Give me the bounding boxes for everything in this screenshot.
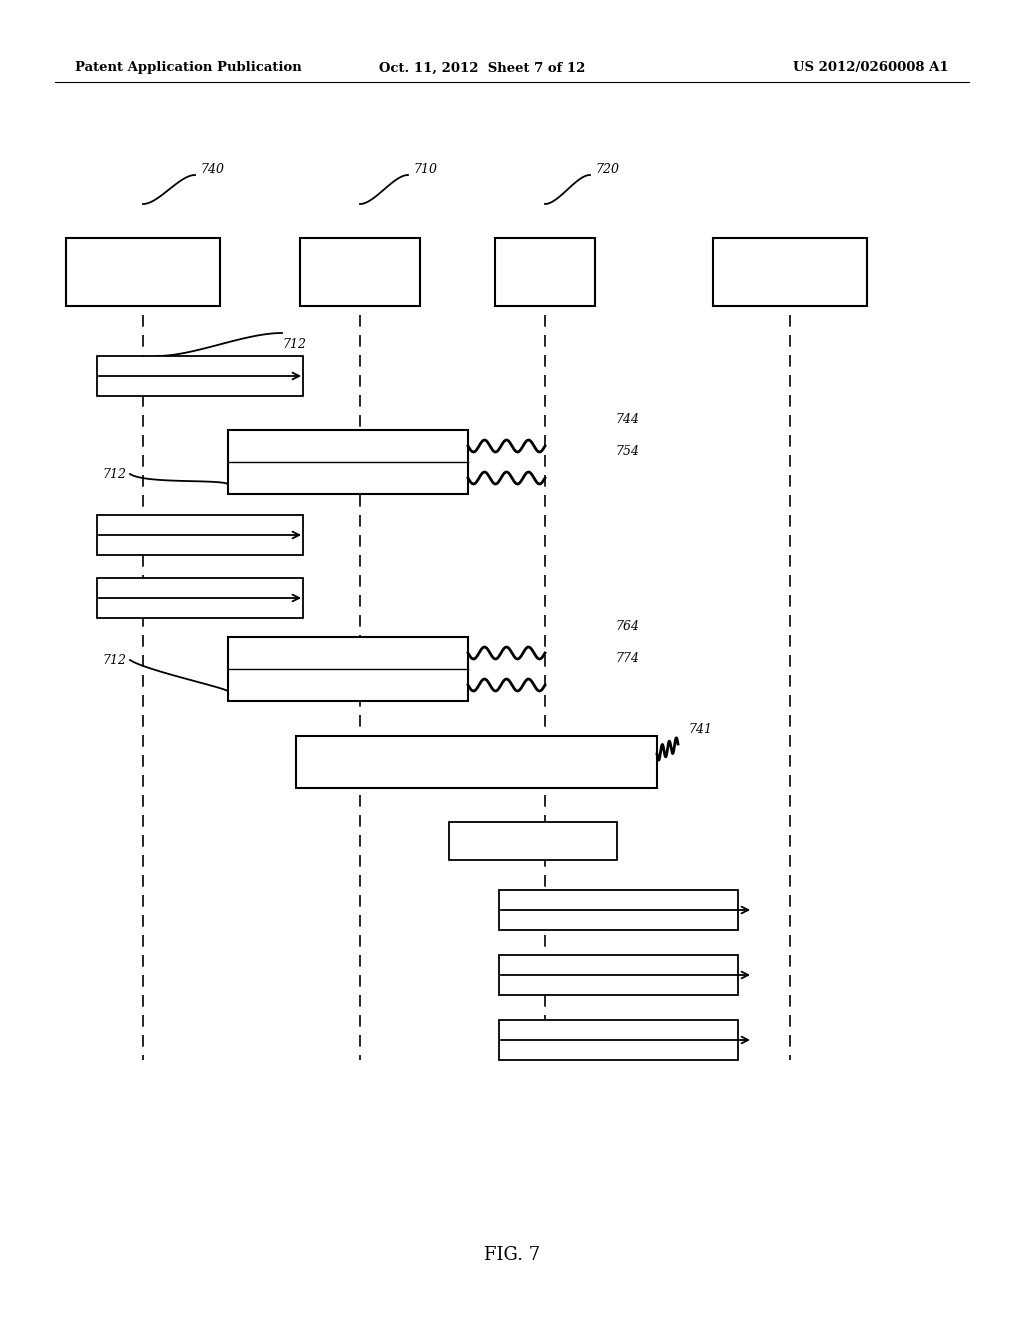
Text: Disaggregation: Disaggregation: [478, 834, 588, 847]
Text: Patent Application Publication: Patent Application Publication: [75, 62, 302, 74]
Text: IP packet #1: IP packet #1: [157, 370, 244, 383]
Text: Application: Application: [746, 265, 834, 279]
Text: FIG. 7: FIG. 7: [484, 1246, 540, 1265]
Text: SDCC: SDCC: [337, 265, 383, 279]
Text: Oct. 11, 2012  Sheet 7 of 12: Oct. 11, 2012 Sheet 7 of 12: [379, 62, 585, 74]
Bar: [499, 890, 738, 931]
Text: IP packet #3: IP packet #3: [157, 591, 244, 605]
Bar: [66, 238, 220, 306]
Text: Aggregation timer expiry: Aggregation timer expiry: [263, 678, 432, 692]
Text: IP packet #2: IP packet #2: [574, 969, 663, 982]
Bar: [228, 638, 468, 701]
Text: 764: 764: [615, 620, 639, 634]
Bar: [300, 238, 420, 306]
Text: Start aggregation threshold: Start aggregation threshold: [254, 471, 441, 484]
Bar: [97, 515, 303, 554]
Text: 744: 744: [615, 413, 639, 426]
Text: IP packet #2: IP packet #2: [157, 528, 244, 541]
Text: 741: 741: [688, 723, 712, 737]
Text: 754: 754: [615, 445, 639, 458]
Text: 712: 712: [102, 467, 126, 480]
Text: Aggregation threshold reached: Aggregation threshold reached: [244, 647, 453, 660]
Text: 720: 720: [595, 162, 618, 176]
Bar: [499, 1020, 738, 1060]
Text: US 2012/0260008 A1: US 2012/0260008 A1: [794, 62, 949, 74]
Text: Single SDIO transfer: Single SDIO transfer: [395, 755, 557, 770]
Bar: [97, 356, 303, 396]
Bar: [449, 822, 617, 861]
Bar: [296, 737, 657, 788]
Text: 712: 712: [102, 653, 126, 667]
Bar: [499, 954, 738, 995]
Text: 774: 774: [615, 652, 639, 665]
Bar: [713, 238, 867, 306]
Text: Start aggregation timer: Start aggregation timer: [268, 440, 428, 453]
Text: IP packet #3: IP packet #3: [574, 1034, 663, 1047]
Text: SDIO: SDIO: [524, 265, 565, 279]
Text: 710: 710: [413, 162, 437, 176]
Text: IP packet #1: IP packet #1: [574, 903, 663, 916]
Bar: [495, 238, 595, 306]
Text: 740: 740: [200, 162, 224, 176]
Bar: [228, 430, 468, 494]
Text: Application: Application: [99, 265, 186, 279]
Bar: [97, 578, 303, 618]
Text: 712: 712: [282, 338, 306, 351]
